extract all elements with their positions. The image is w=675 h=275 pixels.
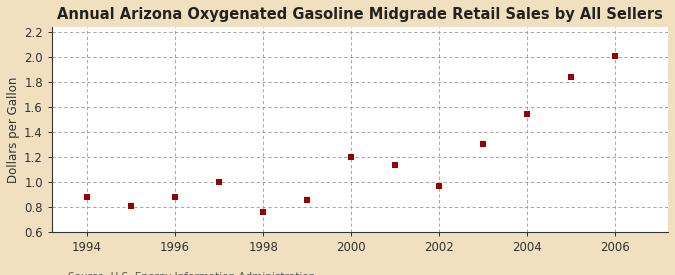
- Point: [82, 195, 92, 199]
- Point: [302, 197, 313, 202]
- Point: [169, 195, 180, 199]
- Title: Annual Arizona Oxygenated Gasoline Midgrade Retail Sales by All Sellers: Annual Arizona Oxygenated Gasoline Midgr…: [57, 7, 663, 22]
- Text: Source: U.S. Energy Information Administration: Source: U.S. Energy Information Administ…: [68, 273, 315, 275]
- Point: [126, 204, 136, 208]
- Point: [478, 141, 489, 146]
- Point: [346, 155, 356, 160]
- Point: [258, 210, 269, 214]
- Point: [434, 184, 445, 188]
- Point: [610, 54, 620, 58]
- Point: [389, 163, 400, 167]
- Point: [522, 111, 533, 116]
- Y-axis label: Dollars per Gallon: Dollars per Gallon: [7, 77, 20, 183]
- Point: [214, 180, 225, 185]
- Point: [566, 75, 576, 79]
